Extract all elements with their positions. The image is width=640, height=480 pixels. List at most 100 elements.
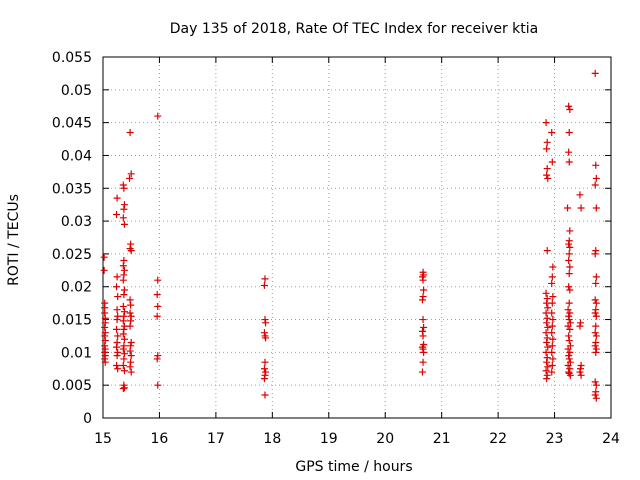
data-point — [564, 204, 572, 212]
data-point — [592, 348, 600, 356]
data-point — [591, 342, 599, 350]
data-point — [577, 371, 585, 379]
data-point — [120, 220, 128, 228]
data-points — [100, 69, 600, 402]
data-point — [592, 381, 600, 389]
data-point — [564, 361, 572, 369]
data-point — [420, 348, 428, 356]
data-point — [119, 361, 127, 369]
data-point — [419, 276, 427, 284]
x-tick-label: 17 — [207, 431, 225, 447]
data-point — [262, 319, 270, 327]
data-point — [564, 306, 572, 314]
data-point — [549, 355, 557, 363]
data-point — [543, 319, 551, 327]
data-point — [548, 368, 556, 376]
data-point — [543, 375, 551, 383]
data-point — [548, 361, 556, 369]
data-point — [126, 309, 134, 317]
data-point — [113, 316, 121, 324]
data-point — [420, 286, 428, 294]
data-point — [592, 394, 600, 402]
data-point — [113, 194, 121, 202]
data-point — [543, 339, 551, 347]
data-point — [126, 174, 134, 182]
data-point — [101, 358, 109, 366]
y-axis-label: ROTI / TECUs — [6, 194, 22, 286]
data-point — [120, 291, 128, 299]
y-tick-label: 0.03 — [61, 214, 92, 230]
y-tick-label: 0.025 — [52, 247, 92, 263]
data-point — [119, 214, 127, 222]
data-point — [592, 279, 600, 287]
data-point — [548, 273, 556, 281]
data-point — [548, 322, 556, 330]
data-point — [549, 316, 557, 324]
data-point — [565, 299, 573, 307]
x-tick-label: 15 — [94, 431, 112, 447]
data-point — [566, 227, 574, 235]
x-tick-label: 16 — [151, 431, 169, 447]
data-point — [126, 347, 134, 355]
data-point — [120, 367, 128, 375]
data-point — [543, 138, 551, 146]
data-point — [113, 211, 121, 219]
data-point — [592, 299, 600, 307]
data-point — [120, 335, 128, 343]
data-point — [548, 309, 556, 317]
data-point — [542, 367, 550, 375]
data-point — [127, 301, 135, 309]
x-tick-label: 18 — [263, 431, 281, 447]
data-point — [544, 343, 552, 351]
data-point — [100, 266, 108, 274]
data-point — [566, 106, 574, 114]
data-point — [154, 381, 162, 389]
data-point — [119, 330, 127, 338]
data-point — [548, 279, 556, 287]
data-point — [120, 184, 128, 192]
data-point — [113, 352, 121, 360]
data-point — [260, 281, 268, 289]
data-point — [566, 263, 574, 271]
data-point — [113, 361, 121, 369]
data-point — [120, 355, 128, 363]
y-tick-label: 0.055 — [52, 50, 92, 66]
data-point — [544, 323, 552, 331]
data-point — [543, 165, 551, 173]
data-point — [577, 204, 585, 212]
data-point — [260, 375, 268, 383]
data-point — [154, 112, 162, 120]
data-point — [565, 250, 573, 258]
y-tick-label: 0.01 — [61, 345, 92, 361]
data-point — [548, 342, 556, 350]
data-point — [591, 69, 599, 77]
data-point — [419, 316, 427, 324]
data-point — [420, 323, 428, 331]
data-point — [153, 291, 161, 299]
data-point — [113, 306, 121, 314]
data-point — [119, 345, 127, 353]
data-point — [566, 325, 574, 333]
x-tick-label: 23 — [546, 431, 564, 447]
data-point — [565, 128, 573, 136]
data-point — [565, 102, 573, 110]
data-point — [544, 363, 552, 371]
data-point — [418, 296, 426, 304]
data-point — [126, 322, 134, 330]
data-point — [591, 250, 599, 258]
data-point — [565, 158, 573, 166]
x-tick-labels: 15 16 17 18 19 20 21 22 23 24 — [94, 431, 620, 447]
data-point — [418, 368, 426, 376]
x-tick-label: 22 — [489, 431, 507, 447]
data-point — [113, 283, 121, 291]
data-point — [100, 253, 108, 261]
axis-ticks — [102, 56, 612, 419]
data-point — [113, 273, 121, 281]
data-point — [564, 322, 572, 330]
data-point — [119, 276, 127, 284]
data-point — [565, 148, 573, 156]
data-point — [543, 358, 551, 366]
data-point — [119, 262, 127, 270]
data-point — [261, 391, 269, 399]
data-point — [565, 355, 573, 363]
